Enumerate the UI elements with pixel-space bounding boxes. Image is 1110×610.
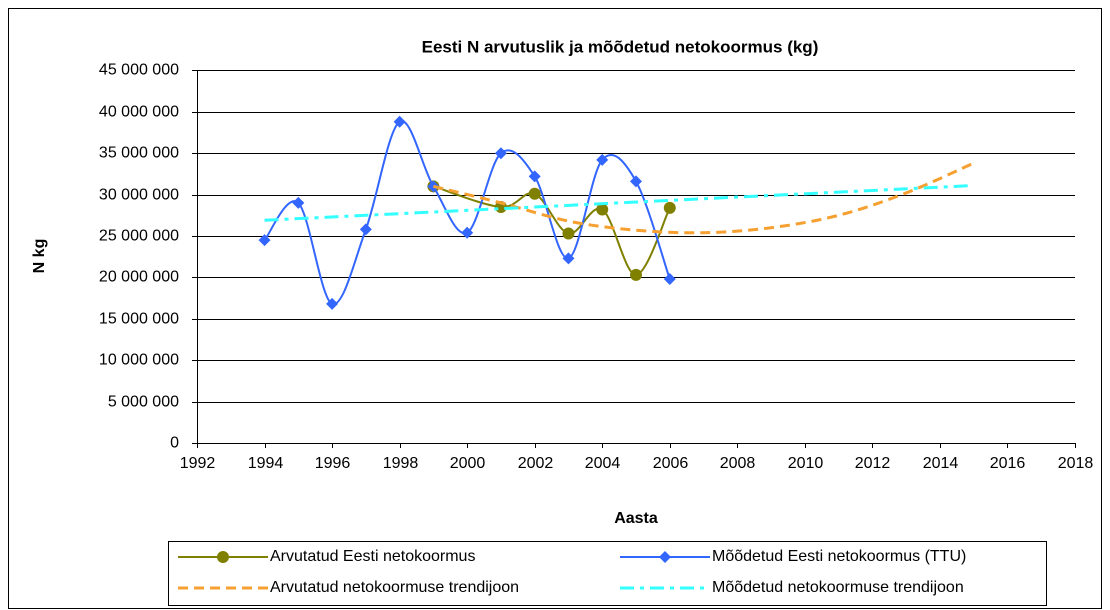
- y-tick-label: 35 000 000: [99, 145, 179, 162]
- chart-border: [8, 8, 1102, 609]
- y-tick-label: 45 000 000: [99, 62, 179, 79]
- x-tick-label: 2000: [450, 455, 486, 472]
- point: [393, 115, 406, 128]
- x-tick-label: 2008: [720, 455, 756, 472]
- y-axis-label: N kg: [31, 239, 48, 274]
- point: [663, 201, 676, 214]
- x-tick-label: 2018: [1058, 455, 1094, 472]
- point: [596, 153, 609, 166]
- x-tick-label: 1994: [248, 455, 284, 472]
- point: [494, 147, 507, 160]
- y-tick-label: 20 000 000: [99, 269, 179, 286]
- point: [562, 227, 575, 240]
- series-line: [264, 183, 974, 222]
- legend-label: Mõõdetud netokoormuse trendijoon: [712, 579, 964, 596]
- x-tick-label: 2004: [585, 455, 621, 472]
- legend-label: Arvutatud netokoormuse trendijoon: [270, 579, 519, 596]
- x-tick-label: 2002: [518, 455, 554, 472]
- x-tick-label: 2014: [923, 455, 959, 472]
- y-tick-label: 0: [170, 435, 179, 452]
- x-tick-label: 1996: [315, 455, 351, 472]
- legend-marker: [659, 551, 671, 563]
- point: [359, 223, 372, 236]
- x-tick-label: 2006: [653, 455, 689, 472]
- y-tick-label: 30 000 000: [99, 187, 179, 204]
- y-tick-label: 25 000 000: [99, 228, 179, 245]
- legend-label: Mõõdetud Eesti netokoormus (TTU): [712, 548, 966, 565]
- point: [663, 273, 676, 286]
- point: [596, 203, 609, 216]
- y-tick-label: 5 000 000: [108, 394, 179, 411]
- series-line: [433, 161, 975, 235]
- point: [630, 268, 642, 281]
- point: [562, 252, 575, 265]
- point: [292, 196, 305, 209]
- point: [258, 234, 271, 247]
- point: [528, 187, 541, 200]
- y-tick-label: 15 000 000: [99, 311, 179, 328]
- point: [461, 226, 474, 239]
- x-tick-label: 1998: [383, 455, 419, 472]
- legend-box: [168, 541, 1047, 606]
- legend-marker: [217, 551, 229, 563]
- x-tick-label: 2010: [788, 455, 824, 472]
- x-tick-label: 1992: [180, 455, 216, 472]
- y-tick-label: 10 000 000: [99, 352, 179, 369]
- x-tick-label: 2016: [990, 455, 1026, 472]
- chart-title: Eesti N arvutuslik ja mõõdetud netokoorm…: [422, 37, 819, 56]
- legend-label: Arvutatud Eesti netokoormus: [270, 548, 475, 565]
- point: [528, 170, 541, 183]
- point: [630, 175, 642, 188]
- x-tick-label: 2012: [855, 455, 891, 472]
- x-axis-label: Aasta: [614, 510, 658, 527]
- y-tick-label: 40 000 000: [99, 104, 179, 121]
- point: [326, 297, 339, 310]
